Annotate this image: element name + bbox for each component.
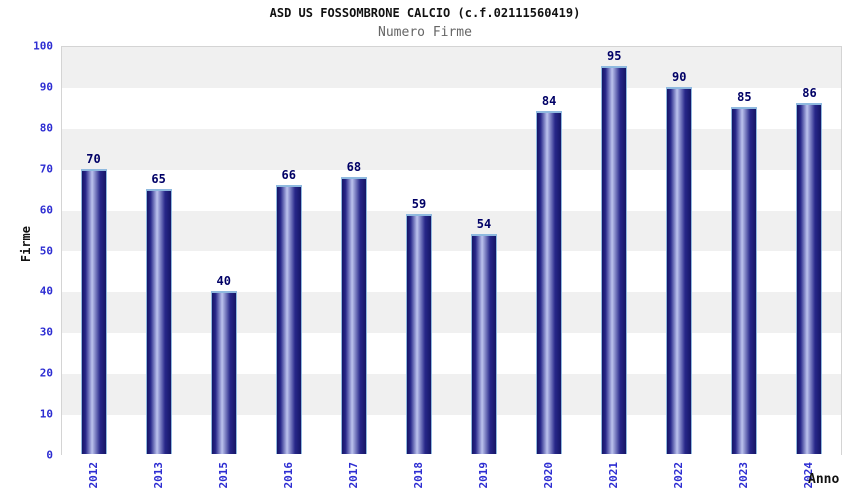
x-tick-label: 2016 [281, 462, 295, 489]
x-tick-label: 2015 [216, 462, 230, 489]
bar-value-label: 90 [672, 69, 687, 84]
x-tick-label: 2018 [411, 462, 425, 489]
bar-2021 [601, 66, 628, 454]
bar-2013 [145, 189, 172, 454]
x-tick-label: 2013 [151, 462, 165, 489]
bar-value-label: 95 [606, 49, 622, 64]
bar-2012 [80, 168, 107, 454]
y-tick-label: 50 [39, 244, 53, 257]
x-axis-title: Anno [808, 472, 840, 487]
bar-2019 [471, 234, 498, 454]
grid-band [62, 87, 841, 129]
bar-value-label: 85 [737, 90, 752, 105]
bar-2020 [536, 111, 563, 454]
bar-value-label: 84 [541, 94, 557, 109]
bar-value-label: 70 [86, 151, 101, 166]
x-tick-label: 2020 [542, 462, 556, 489]
chart-subtitle: Numero Firme [378, 25, 472, 40]
bar-value-label: 66 [281, 168, 297, 183]
bar-value-label: 68 [346, 159, 362, 174]
grid-band [62, 47, 841, 88]
chart-title: ASD US FOSSOMBRONE CALCIO (c.f.021115604… [269, 6, 581, 20]
y-tick-label: 70 [39, 162, 53, 176]
grid-band [62, 374, 841, 416]
y-tick-label: 30 [39, 325, 53, 339]
bar-2018 [405, 213, 432, 454]
y-tick-label: 100 [33, 39, 53, 53]
bar-2022 [666, 86, 693, 454]
bar-value-label: 59 [411, 196, 427, 211]
y-tick-label: 90 [39, 80, 53, 94]
bar-2024 [796, 103, 823, 454]
x-tick-label: 2022 [672, 462, 686, 489]
x-tick-label: 2019 [477, 462, 491, 489]
bar-2016 [275, 185, 302, 454]
y-tick-label: 0 [46, 448, 53, 462]
bar-value-label: 65 [151, 172, 166, 187]
bar-2023 [731, 107, 758, 454]
x-tick-label: 2023 [737, 462, 751, 489]
y-tick-label: 80 [39, 121, 53, 135]
grid-band [62, 251, 841, 293]
grid-band [62, 415, 841, 456]
y-tick-label: 40 [39, 284, 53, 298]
y-tick-label: 20 [39, 366, 53, 380]
bar-value-label: 86 [802, 86, 817, 101]
y-tick-label: 10 [39, 407, 53, 421]
grid-band [62, 292, 841, 334]
x-tick-label: 2017 [346, 462, 360, 489]
bar-value-label: 54 [476, 217, 492, 232]
bar-2017 [340, 176, 367, 454]
y-axis-title: Firme [19, 226, 33, 263]
plot-area [61, 46, 842, 456]
x-tick-label: 2012 [86, 462, 100, 489]
grid-band [62, 128, 841, 170]
x-tick-label: 2021 [607, 462, 621, 489]
grid-band [62, 333, 841, 375]
y-tick-label: 60 [39, 203, 53, 217]
grid-band [62, 210, 841, 252]
grid-band [62, 169, 841, 211]
bar-value-label: 40 [216, 274, 231, 289]
bar-2015 [210, 291, 237, 454]
